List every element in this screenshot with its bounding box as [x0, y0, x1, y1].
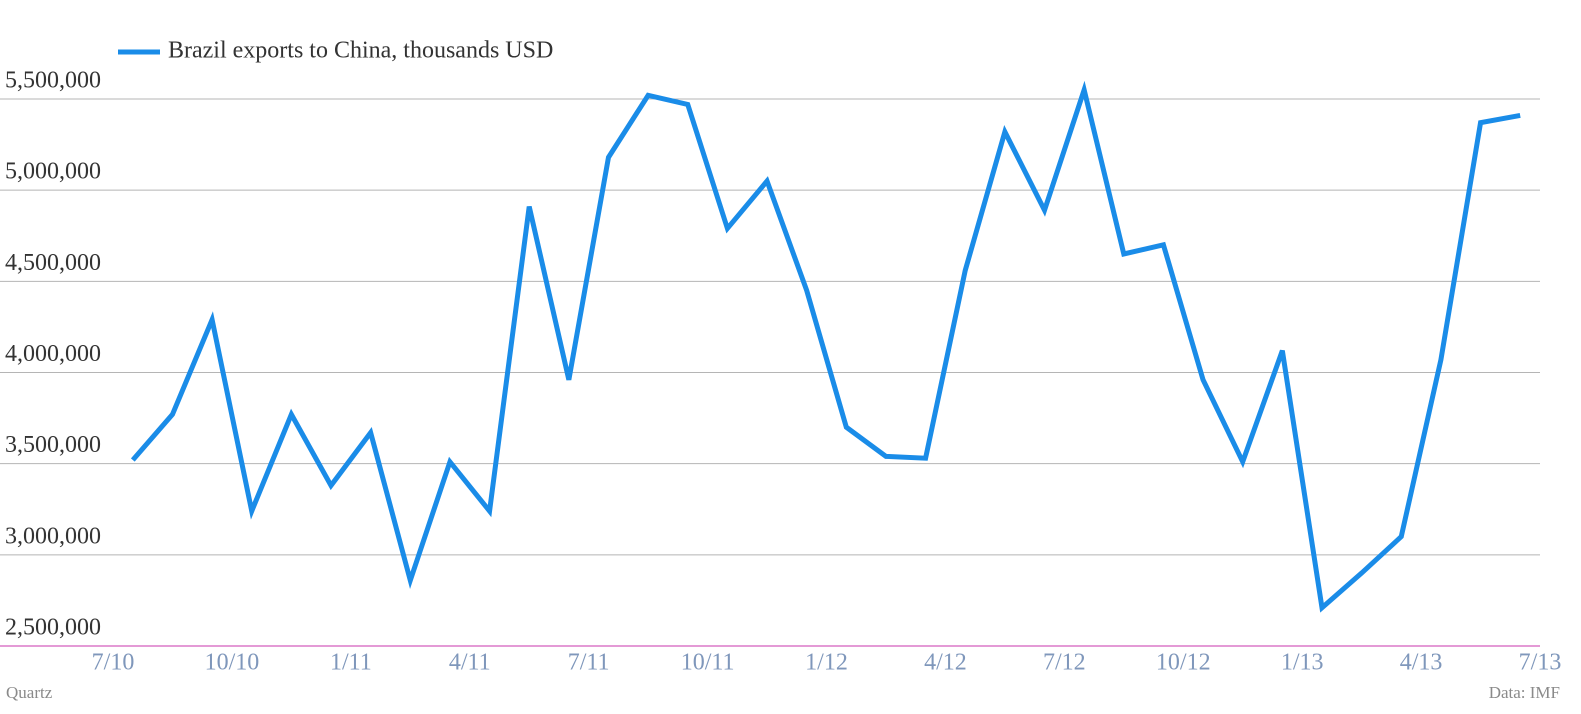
x-tick-label: 10/10 [205, 650, 260, 676]
y-tick-label: 2,500,000 [5, 615, 101, 641]
x-tick-label: 1/11 [330, 650, 372, 676]
x-tick-label: 10/11 [681, 650, 735, 676]
y-tick-label: 5,000,000 [5, 159, 101, 185]
x-tick-label: 1/13 [1281, 650, 1324, 676]
x-tick-label: 7/11 [568, 650, 610, 676]
y-tick-label: 4,000,000 [5, 341, 101, 367]
x-tick-label: 1/12 [805, 650, 848, 676]
credit: Quartz [6, 683, 53, 702]
line [130, 80, 1521, 613]
x-tick-label: 7/12 [1043, 650, 1086, 676]
x-tick-label: 4/13 [1400, 650, 1443, 676]
y-tick-label: 4,500,000 [5, 250, 101, 276]
source: Data: IMF [1489, 683, 1560, 702]
x-tick-label: 7/13 [1519, 650, 1562, 676]
x-tick-label: 10/12 [1156, 650, 1211, 676]
y-tick-label: 3,500,000 [5, 432, 101, 458]
x-tick-label: 4/12 [924, 650, 967, 676]
y-tick-label: 3,000,000 [5, 523, 101, 549]
y-tick-label: 5,500,000 [5, 68, 101, 94]
x-tick-label: 4/11 [449, 650, 491, 676]
x-tick-label: 7/10 [92, 650, 135, 676]
legend-label: Brazil exports to China, thousands USD [168, 38, 553, 64]
